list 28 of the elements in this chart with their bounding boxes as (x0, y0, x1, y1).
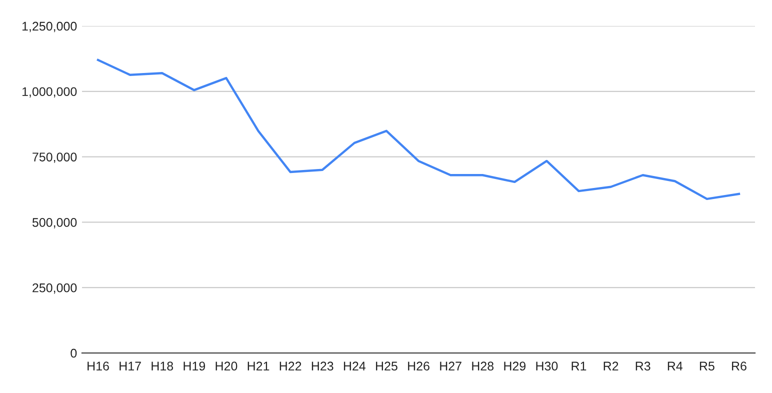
x-tick-label: R5 (700, 362, 714, 371)
y-tick-label: 0 (70, 348, 77, 358)
x-tick-label: H21 (248, 362, 270, 370)
x-tick-label: H27 (440, 362, 462, 370)
x-tick-label: H30 (536, 362, 558, 371)
x-tick-label: H26 (408, 362, 430, 371)
x-tick-label: R1 (572, 362, 586, 370)
x-tick-label: H25 (376, 362, 398, 371)
x-tick-label: R4 (668, 362, 683, 370)
x-tick-label: H28 (472, 362, 494, 371)
y-tick-label: 1,250,000 (22, 22, 77, 32)
x-tick-label: H29 (504, 362, 526, 371)
x-tick-label: H22 (280, 362, 302, 370)
x-tick-label: R2 (604, 362, 618, 370)
x-tick-label: H18 (152, 362, 174, 371)
x-tick-label: H19 (184, 362, 206, 371)
x-tick-label: R6 (732, 362, 746, 371)
x-tick-label: H24 (344, 362, 366, 370)
y-tick-label: 250,000 (32, 283, 77, 294)
line-series (96, 58, 740, 200)
x-tick-label: R3 (636, 362, 650, 371)
y-tick-label: 750,000 (32, 152, 77, 163)
x-tick-label: H23 (312, 362, 334, 371)
x-tick-label: H20 (216, 362, 238, 371)
y-tick-label: 1,000,000 (22, 87, 77, 98)
y-tick-label: 500,000 (32, 218, 77, 228)
x-tick-label: H16 (88, 362, 109, 371)
x-tick-label: H17 (120, 362, 141, 370)
